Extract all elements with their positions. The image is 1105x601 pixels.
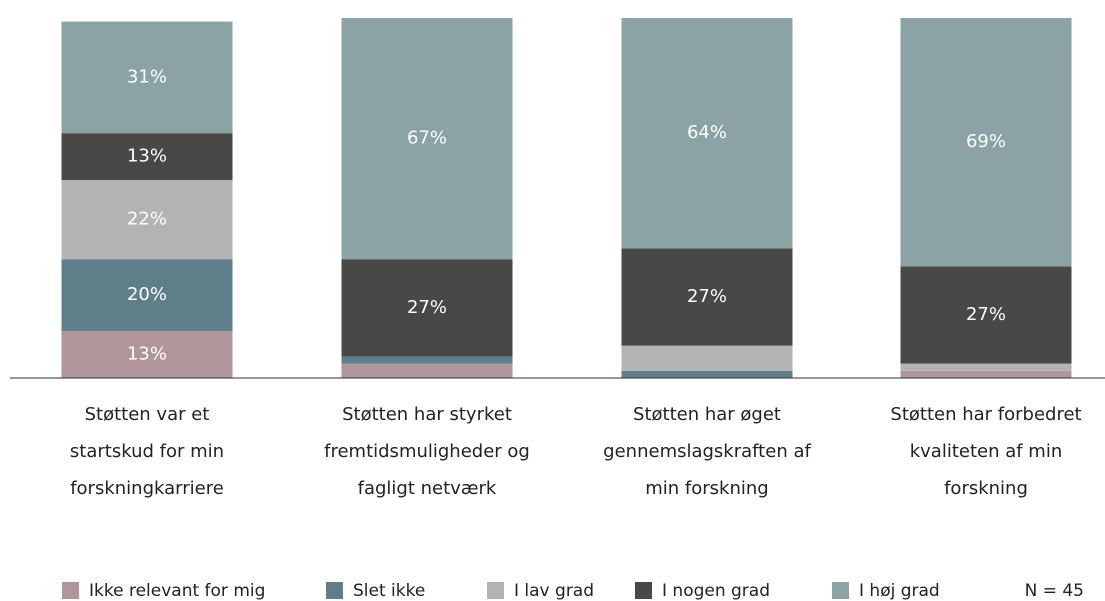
bar-segment — [621, 248, 793, 346]
x-tick-label: Støtten har styrket fremtidsmuligheder o… — [324, 404, 530, 499]
bar-segment — [900, 18, 1072, 267]
bar-segment — [61, 133, 233, 180]
data-label: 20% — [127, 284, 167, 305]
bar-segment — [61, 180, 233, 260]
bar-segment — [900, 363, 1072, 371]
bar-segment — [61, 21, 233, 134]
data-label: 13% — [127, 146, 167, 167]
legend-swatch — [62, 582, 79, 599]
legend-label: I høj grad — [859, 581, 940, 601]
x-tick-label: Støtten har forbedret kvaliteten af min … — [890, 404, 1082, 499]
data-label: 69% — [966, 131, 1006, 152]
legend-swatch — [832, 582, 849, 599]
legend-label: I lav grad — [514, 581, 594, 601]
legend-label: Ikke relevant for mig — [89, 581, 265, 601]
x-tick-label: Støtten var et startskud for min forskni… — [69, 404, 225, 499]
bar-segment — [61, 259, 233, 332]
data-label: 27% — [407, 297, 447, 318]
data-label: 67% — [407, 128, 447, 149]
bar-segment — [341, 259, 513, 357]
legend-label: Slet ikke — [353, 581, 425, 601]
x-tick-label: Støtten har øget gennemslagskraften af m… — [603, 404, 811, 499]
data-label: 22% — [127, 209, 167, 230]
data-label: 64% — [687, 122, 727, 143]
bar-segment — [621, 370, 793, 378]
data-label: 27% — [687, 286, 727, 307]
legend-swatch — [487, 582, 504, 599]
legend-label: I nogen grad — [662, 581, 770, 601]
bar-segment — [61, 331, 233, 378]
data-label: 13% — [127, 344, 167, 365]
bar-segment — [621, 18, 793, 249]
legend-swatch — [326, 582, 343, 599]
bar-segment — [341, 363, 513, 378]
bar-segment — [341, 18, 513, 260]
bar-segment — [900, 266, 1072, 364]
legend-swatch — [635, 582, 652, 599]
bar-segment — [900, 370, 1072, 378]
data-label: 27% — [966, 304, 1006, 325]
bar-segment — [341, 356, 513, 364]
bar-segment — [621, 345, 793, 371]
data-label: 31% — [127, 66, 167, 87]
annotation: N = 45 — [1025, 581, 1084, 601]
